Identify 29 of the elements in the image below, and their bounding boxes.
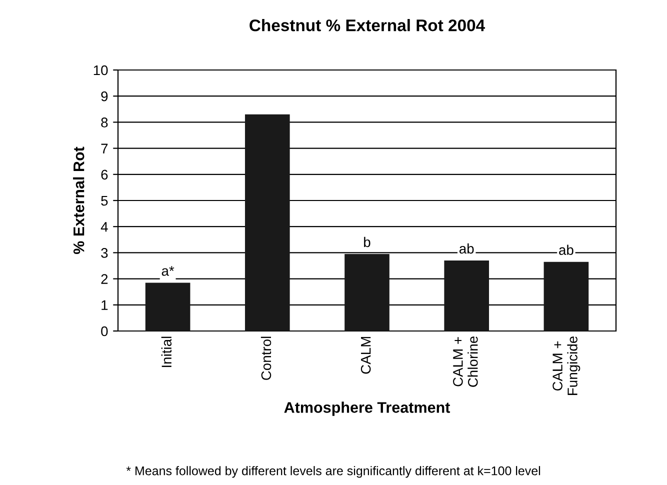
bar <box>544 262 589 331</box>
y-tick-label: 2 <box>101 274 108 284</box>
y-tick-label: 6 <box>101 170 108 180</box>
annotation: a* <box>162 266 174 276</box>
bar <box>244 114 290 331</box>
x-axis-title: Atmosphere Treatment <box>284 402 450 416</box>
y-tick-label: 7 <box>101 144 108 154</box>
x-tick-label: CALM + Fungicide <box>552 336 580 395</box>
y-tick-label: 4 <box>100 222 108 232</box>
x-tick-label: Control <box>260 336 272 380</box>
x-tick-label: Initial <box>161 336 172 367</box>
y-tick-label: 5 <box>101 196 108 206</box>
chart-title: Chestnut % External Rot 2004 <box>250 19 486 32</box>
annotation: b <box>364 236 370 248</box>
y-tick-label: 9 <box>101 91 108 102</box>
y-tick-label: 1 <box>102 300 108 310</box>
y-tick-label: 3 <box>101 248 108 258</box>
x-tick-label: CALM <box>360 337 371 374</box>
y-axis-title: % External Rot <box>73 146 84 254</box>
y-tick-label: 10 <box>94 65 108 76</box>
annotation: ab <box>459 243 474 254</box>
y-tick-label: 0 <box>101 326 108 336</box>
y-tick-label: 8 <box>101 118 108 128</box>
annotation: ab <box>559 244 574 255</box>
text: * Means followed by different levels are significantly different at k=100 level <box>126 466 540 478</box>
bar <box>145 282 190 331</box>
bar <box>344 254 390 331</box>
bar <box>444 260 490 331</box>
x-tick-label: CALM + Chlorine <box>453 336 478 387</box>
